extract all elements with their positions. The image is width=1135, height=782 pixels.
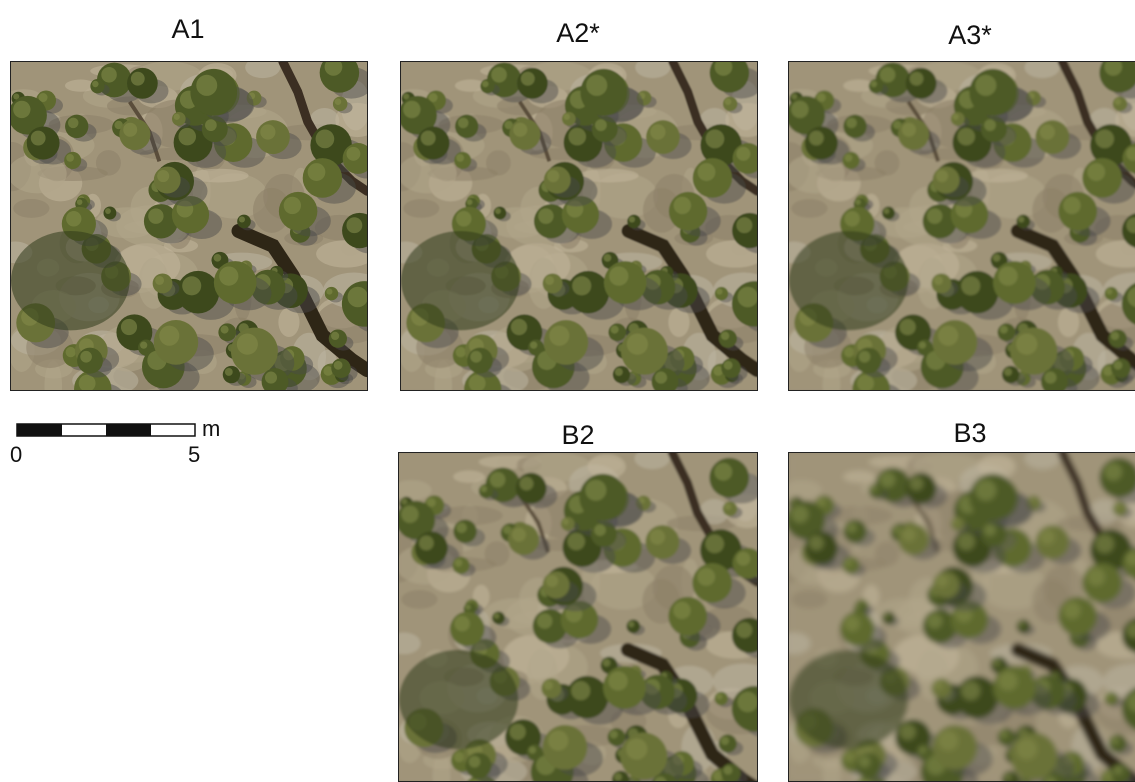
scale-bar-unit: m <box>202 416 221 441</box>
scale-bar-zero-label: 0 <box>10 442 23 467</box>
label-b3: B3 <box>953 418 987 448</box>
scale-bar-graphic <box>16 423 196 437</box>
scale-bar <box>16 423 196 437</box>
label-a3: A3* <box>948 20 992 50</box>
aerial-image-a2 <box>400 61 758 391</box>
label-a2: A2* <box>556 18 600 48</box>
aerial-image-a1 <box>10 61 368 391</box>
scale-bar-max-label: 5 <box>188 442 201 467</box>
label-b2: B2 <box>561 420 595 450</box>
aerial-image-a3 <box>788 61 1135 391</box>
aerial-image-b3 <box>788 452 1135 782</box>
aerial-image-b2 <box>398 452 758 782</box>
label-a1: A1 <box>171 14 205 44</box>
